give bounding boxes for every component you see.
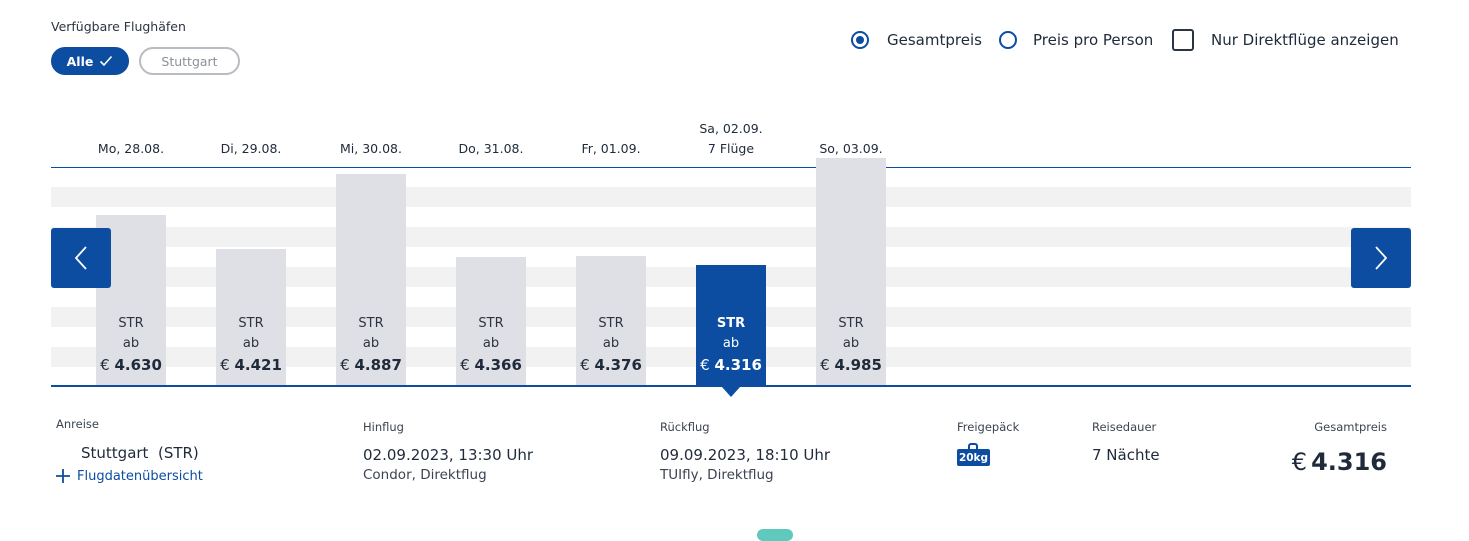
bar-airport-code: STR [358, 316, 384, 331]
direct-flights-checkbox[interactable] [1172, 29, 1194, 51]
date-label: Mi, 30.08. [340, 141, 402, 156]
date-header[interactable]: Do, 31.08. [431, 139, 551, 159]
bar-from-label: ab [602, 336, 620, 351]
date-header[interactable]: Fr, 01.09. [551, 139, 671, 159]
outbound-airline: Condor, Direktflug [363, 467, 487, 483]
date-label: Di, 29.08. [220, 141, 282, 156]
selected-day-pointer [722, 387, 740, 397]
chat-widget-tab[interactable] [757, 529, 793, 541]
bar-price: 4.376 [594, 356, 642, 374]
bar-price: 4.366 [474, 356, 522, 374]
bar-airport-code: STR [238, 316, 264, 331]
baggage-badge: 20kg [957, 449, 990, 466]
check-icon [100, 55, 113, 67]
bar-airport-code: STR [716, 316, 746, 331]
flight-overview-link[interactable]: Flugdatenübersicht [55, 468, 203, 484]
date-label: Mo, 28.08. [97, 141, 165, 156]
total-price-value: 4.316 [1311, 448, 1387, 476]
bar-from-label: ab [722, 336, 740, 351]
outbound-header: Hinflug [363, 420, 404, 434]
bar-currency: € [700, 356, 710, 374]
bar-currency: € [820, 356, 830, 374]
outbound-datetime: 02.09.2023, 13:30 Uhr [363, 446, 534, 464]
price-bar-selected[interactable]: STR ab € 4.316 [696, 265, 766, 386]
calendar-bottom-divider [51, 385, 1411, 387]
total-price-radio[interactable] [851, 31, 869, 49]
date-header[interactable]: Mi, 30.08. [311, 139, 431, 159]
flight-overview-link-label: Flugdatenübersicht [77, 468, 203, 484]
bar-airport-code: STR [478, 316, 504, 331]
bar-from-label: ab [482, 336, 500, 351]
date-label: Fr, 01.09. [581, 141, 641, 156]
airport-filter-all[interactable]: Alle [51, 47, 129, 75]
previous-dates-button[interactable] [51, 228, 111, 288]
airports-label: Verfügbare Flughäfen [51, 19, 186, 34]
chevron-left-icon [74, 246, 87, 270]
return-header: Rückflug [660, 420, 710, 434]
bar-airport-code: STR [118, 316, 144, 331]
next-dates-button[interactable] [1351, 228, 1411, 288]
bar-price: 4.985 [834, 356, 882, 374]
departure-airport: Stuttgart (STR) [81, 444, 199, 462]
bar-currency: € [340, 356, 350, 374]
bar-currency: € [220, 356, 230, 374]
baggage-icon: 20kg [957, 443, 991, 467]
bar-price: 4.316 [714, 356, 762, 374]
bar-from-label: ab [842, 336, 860, 351]
total-price-header: Gesamtpreis [1314, 420, 1387, 434]
date-label: So, 03.09. [819, 141, 883, 156]
calendar-top-divider [51, 167, 1411, 168]
flight-count-label: 7 Flüge [707, 141, 755, 156]
airport-filter-stuttgart-label: Stuttgart [161, 53, 218, 69]
date-header[interactable]: Di, 29.08. [191, 139, 311, 159]
bar-from-label: ab [362, 336, 380, 351]
bar-from-label: ab [122, 336, 140, 351]
date-header-selected[interactable]: Sa, 02.09. 7 Flüge [671, 119, 791, 159]
direct-flights-label[interactable]: Nur Direktflüge anzeigen [1211, 31, 1399, 49]
bar-price: 4.421 [234, 356, 282, 374]
total-price-label[interactable]: Gesamtpreis [887, 31, 982, 49]
price-bar[interactable]: STR ab € 4.366 [456, 257, 526, 386]
bar-price: 4.630 [114, 356, 162, 374]
price-bar[interactable]: STR ab € 4.985 [816, 158, 886, 386]
return-datetime: 09.09.2023, 18:10 Uhr [660, 446, 831, 464]
date-label: Do, 31.08. [458, 141, 524, 156]
duration-value: 7 Nächte [1092, 446, 1160, 464]
per-person-price-radio[interactable] [999, 31, 1017, 49]
airport-filter-all-label: Alle [66, 53, 94, 69]
airport-filter-stuttgart[interactable]: Stuttgart [139, 47, 240, 75]
duration-header: Reisedauer [1092, 420, 1157, 434]
chevron-right-icon [1375, 246, 1388, 270]
date-header[interactable]: So, 03.09. [791, 139, 911, 159]
per-person-price-label[interactable]: Preis pro Person [1033, 31, 1154, 49]
total-price: €4.316 [1292, 448, 1387, 476]
plus-icon [56, 469, 70, 483]
return-airline: TUIfly, Direktflug [660, 467, 774, 483]
price-bar[interactable]: STR ab € 4.421 [216, 249, 286, 386]
bar-currency: € [460, 356, 470, 374]
price-bar[interactable]: STR ab € 4.887 [336, 174, 406, 386]
bar-currency: € [100, 356, 110, 374]
date-header[interactable]: Mo, 28.08. [71, 139, 191, 159]
chart-gridband [51, 227, 1411, 247]
departure-header: Anreise [56, 417, 99, 431]
bar-currency: € [580, 356, 590, 374]
bar-from-label: ab [242, 336, 260, 351]
total-price-currency: € [1291, 448, 1308, 476]
bar-price: 4.887 [354, 356, 402, 374]
baggage-header: Freigepäck [957, 420, 1020, 434]
bar-airport-code: STR [838, 316, 864, 331]
date-label: Sa, 02.09. [699, 121, 763, 136]
bar-airport-code: STR [598, 316, 624, 331]
price-bar[interactable]: STR ab € 4.376 [576, 256, 646, 386]
chart-gridband [51, 187, 1411, 207]
